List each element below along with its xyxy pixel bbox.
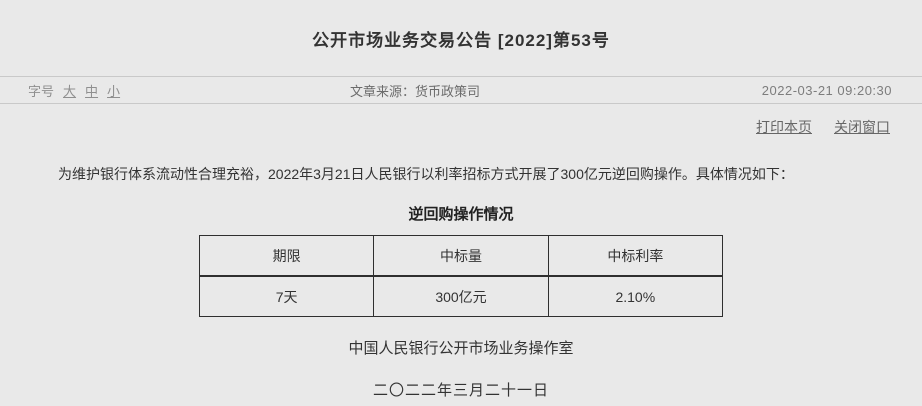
column-header-rate: 中标利率 bbox=[547, 235, 724, 277]
font-size-medium-link[interactable]: 中 bbox=[85, 83, 99, 99]
publish-datetime: 2022-03-21 09:20:30 bbox=[761, 82, 892, 98]
issuing-office: 中国人民银行公开市场业务操作室 bbox=[348, 340, 574, 357]
font-size-large-link[interactable]: 大 bbox=[63, 83, 77, 99]
actions-row: 打印本页 关闭窗口 bbox=[0, 104, 922, 137]
column-header-term: 期限 bbox=[198, 235, 375, 277]
source-label: 文章来源： bbox=[350, 83, 416, 99]
print-page-link[interactable]: 打印本页 bbox=[756, 119, 812, 135]
column-header-volume: 中标量 bbox=[373, 235, 549, 277]
meta-bar: 字号 大 中 小 文章来源： 货币政策司 2022-03-21 09:20:30 bbox=[0, 76, 922, 104]
source-value: 货币政策司 bbox=[415, 83, 481, 99]
page-title: 公开市场业务交易公告 [2022]第53号 bbox=[312, 30, 610, 50]
table-title: 逆回购操作情况 bbox=[408, 206, 514, 223]
issue-date: 二〇二二年三月二十一日 bbox=[372, 382, 549, 399]
cell-term: 7天 bbox=[198, 275, 375, 317]
table-header-row: 期限 中标量 中标利率 bbox=[198, 235, 724, 277]
font-size-small-link[interactable]: 小 bbox=[107, 83, 121, 99]
title-area: 公开市场业务交易公告 [2022]第53号 bbox=[0, 0, 922, 76]
close-window-link[interactable]: 关闭窗口 bbox=[834, 119, 890, 135]
reverse-repo-table: 期限 中标量 中标利率 7天 300亿元 2.10% bbox=[198, 235, 724, 317]
font-size-label: 字号 bbox=[28, 83, 55, 99]
cell-rate: 2.10% bbox=[547, 275, 724, 317]
article-paragraph: 为维护银行体系流动性合理充裕，2022年3月21日人民银行以利率招标方式开展了3… bbox=[58, 166, 794, 182]
font-size-controls: 字号 大 中 小 bbox=[0, 81, 350, 100]
cell-volume: 300亿元 bbox=[373, 275, 549, 317]
table-row: 7天 300亿元 2.10% bbox=[198, 275, 724, 317]
article-source: 文章来源： 货币政策司 bbox=[350, 81, 762, 100]
